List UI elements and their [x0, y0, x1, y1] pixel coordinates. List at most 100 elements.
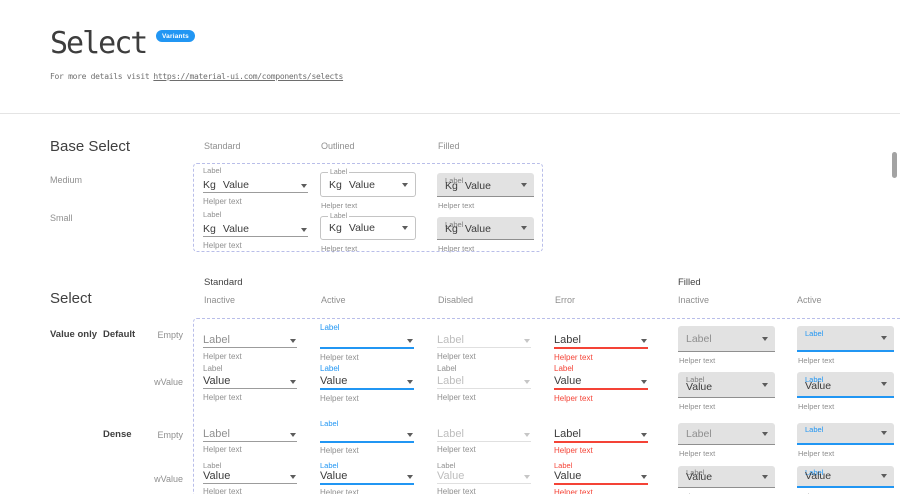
select-field: Value	[320, 375, 414, 390]
select-field: Label	[437, 428, 531, 442]
base-outlined-medium-select[interactable]: Label Kg Value Helper text	[320, 168, 416, 210]
select-dense-standard-inactive-empty[interactable]: Label Helper text	[203, 419, 297, 454]
select-standard-inactive-wvalue[interactable]: Label Value Helper text	[203, 363, 297, 402]
select-dense-standard-disabled-empty[interactable]: Label Helper text	[437, 419, 531, 454]
helper-text: Helper text	[203, 393, 242, 402]
select-dense-filled-inactive-empty[interactable]: Label Helper text	[678, 423, 775, 458]
floating-label: Label	[320, 323, 340, 332]
rowgroup-dense: Dense	[103, 429, 132, 440]
select-value: Value	[203, 375, 231, 387]
helper-text: Helper text	[438, 244, 475, 253]
select-standard-error-empty[interactable]: Label Helper text	[554, 322, 648, 362]
floating-label: Label	[805, 468, 824, 477]
helper-text: Helper text	[554, 394, 593, 403]
select-field: Label Value	[797, 372, 894, 398]
chevron-down-icon	[290, 380, 296, 384]
select-standard-inactive-empty[interactable]: Label Helper text	[203, 322, 297, 361]
helper-text: Helper text	[320, 488, 359, 494]
base-standard-medium-select[interactable]: Label Kg Value Helper text	[203, 166, 308, 206]
select-standard-disabled-empty[interactable]: Label Helper text	[437, 322, 531, 361]
chevron-down-icon	[881, 431, 887, 435]
select-standard-error-wvalue[interactable]: Label Value Helper text	[554, 363, 648, 403]
select-dense-standard-inactive-wvalue[interactable]: Label Value Helper text	[203, 461, 297, 494]
base-filled-medium-select[interactable]: Label Kg Value Helper text	[437, 173, 534, 210]
helper-text: Helper text	[437, 487, 476, 494]
value-text: Value	[464, 180, 491, 192]
select-value: Label	[437, 428, 464, 440]
chevron-down-icon	[762, 474, 768, 479]
floating-label: Label	[686, 375, 705, 384]
base-standard-small-select[interactable]: Label Kg Value Helper text	[203, 210, 308, 250]
value-text: Value	[222, 223, 249, 235]
select-filled-active-wvalue[interactable]: Label Value Helper text	[797, 372, 894, 411]
helper-text: Helper text	[679, 402, 716, 411]
rowlabel-empty: Empty	[157, 330, 183, 340]
select-field: Label Value	[797, 466, 894, 488]
select-value: Value	[437, 470, 465, 482]
select-field: Label Kg Value	[320, 168, 416, 197]
select-value: Label	[437, 375, 464, 387]
floating-label: Label	[445, 176, 464, 185]
statehead-active: Active	[321, 295, 346, 305]
select-filled-inactive-wvalue[interactable]: Label Value Helper text	[678, 372, 775, 411]
select-standard-active-empty[interactable]: Label Helper text	[320, 322, 414, 362]
select-dense-filled-active-empty[interactable]: Label Helper text	[797, 423, 894, 458]
floating-label: Label	[554, 461, 573, 470]
helper-text: Helper text	[554, 353, 593, 362]
select-filled-active-empty[interactable]: Label Helper text	[797, 326, 894, 365]
adornment: Kg	[329, 178, 342, 191]
helper-text: Helper text	[203, 197, 242, 206]
select-value: Label	[203, 428, 230, 440]
adornment: Kg	[203, 179, 216, 191]
floating-label: Label	[203, 166, 222, 175]
statehead-filled-active: Active	[797, 295, 822, 305]
helper-text: Helper text	[554, 488, 593, 494]
chevron-down-icon	[402, 226, 408, 230]
select-dense-standard-active-empty[interactable]: Label Helper text	[320, 419, 414, 455]
select-field: Value	[320, 470, 414, 485]
chevron-down-icon	[407, 339, 413, 343]
statehead-disabled: Disabled	[438, 295, 474, 305]
chevron-down-icon	[407, 433, 413, 437]
helper-text: Helper text	[437, 352, 476, 361]
grouphead-standard: Standard	[204, 277, 243, 288]
helper-text: Helper text	[320, 394, 359, 403]
select-dense-standard-active-wvalue[interactable]: Label Value Helper text	[320, 461, 414, 494]
select-value: Label	[437, 334, 464, 346]
select-dense-filled-inactive-wvalue[interactable]: Label Value Helper text	[678, 466, 775, 494]
helper-text: Helper text	[203, 352, 242, 361]
select-dense-filled-active-wvalue[interactable]: Label Value Helper text	[797, 466, 894, 494]
select-field: Label	[203, 334, 297, 348]
select-dense-standard-disabled-wvalue[interactable]: Label Value Helper text	[437, 461, 531, 494]
floating-label: Label	[554, 364, 574, 373]
floating-label: Label	[203, 364, 223, 373]
base-filled-small-select[interactable]: Label Kg Value Helper text	[437, 217, 534, 253]
helper-text: Helper text	[203, 445, 242, 454]
select-value: Value	[554, 470, 582, 482]
select-filled-inactive-empty[interactable]: Label Helper text	[678, 326, 775, 365]
select-dense-standard-error-empty[interactable]: Label Helper text	[554, 419, 648, 455]
floating-label: Label	[437, 461, 456, 470]
select-value: Label	[686, 427, 712, 440]
rowlabel-dense-wvalue: wValue	[154, 474, 183, 484]
colhead-outlined: Outlined	[321, 141, 355, 151]
scrollbar-thumb[interactable]	[892, 152, 897, 178]
page-title: Select	[50, 26, 148, 61]
select-field: Label	[797, 423, 894, 445]
chevron-down-icon	[301, 228, 307, 232]
helper-text: Helper text	[321, 244, 358, 253]
select-field: Kg Value	[203, 176, 308, 193]
colhead-filled: Filled	[438, 141, 460, 151]
chevron-down-icon	[521, 226, 527, 230]
select-field: Value	[203, 375, 297, 389]
base-outlined-small-select[interactable]: Label Kg Value Helper text	[320, 212, 416, 253]
select-field: Label	[437, 334, 531, 348]
header-divider	[0, 113, 900, 114]
select-field: Value	[203, 470, 297, 484]
select-dense-standard-error-wvalue[interactable]: Label Value Helper text	[554, 461, 648, 494]
helper-text: Helper text	[797, 492, 894, 494]
select-value: Value	[320, 375, 348, 387]
select-standard-disabled-wvalue[interactable]: Label Label Helper text	[437, 363, 531, 402]
select-standard-active-wvalue[interactable]: Label Value Helper text	[320, 363, 414, 403]
docs-link[interactable]: https://material-ui.com/components/selec…	[153, 72, 344, 81]
